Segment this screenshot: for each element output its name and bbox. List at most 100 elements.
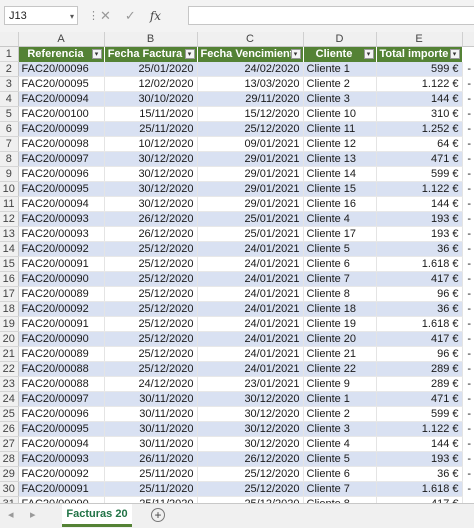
row-number[interactable]: 30 (0, 481, 19, 497)
cell-referencia[interactable]: FAC20/00092 (18, 241, 105, 257)
cell-referencia[interactable]: FAC20/00088 (18, 361, 105, 377)
cell-referencia[interactable]: FAC20/00092 (18, 466, 105, 482)
cell-referencia[interactable]: FAC20/00094 (18, 91, 105, 107)
cell-referencia[interactable]: FAC20/00098 (18, 136, 105, 152)
column-header[interactable]: C (197, 32, 304, 47)
cell-total-importe[interactable]: 599 € (376, 61, 463, 77)
cell-fecha-vencimiento[interactable]: 24/01/2021 (197, 331, 304, 347)
cell-fecha-vencimiento[interactable]: 30/12/2020 (197, 436, 304, 452)
row-number[interactable]: 11 (0, 196, 19, 212)
cell-fecha-vencimiento[interactable]: 30/12/2020 (197, 391, 304, 407)
row-number[interactable]: 13 (0, 226, 19, 242)
row-number[interactable]: 5 (0, 106, 19, 122)
cell-referencia[interactable]: FAC20/00093 (18, 211, 105, 227)
cell-cliente[interactable]: Cliente 13 (303, 151, 377, 167)
cell-fecha-vencimiento[interactable]: 29/01/2021 (197, 181, 304, 197)
cell-fecha-vencimiento[interactable]: 25/01/2021 (197, 226, 304, 242)
cell-referencia[interactable]: FAC20/00092 (18, 301, 105, 317)
row-number[interactable]: 8 (0, 151, 19, 167)
cell-total-importe[interactable]: 144 € (376, 196, 463, 212)
cell-fecha-factura[interactable]: 12/02/2020 (104, 76, 198, 92)
insert-function-icon[interactable]: fx (149, 9, 162, 23)
cell-cliente[interactable]: Cliente 20 (303, 331, 377, 347)
cell-fecha-vencimiento[interactable]: 25/01/2021 (197, 211, 304, 227)
cell-overflow[interactable]: - (467, 378, 472, 390)
row-number[interactable]: 14 (0, 241, 19, 257)
cell-cliente[interactable]: Cliente 8 (303, 496, 377, 503)
cell-fecha-vencimiento[interactable]: 30/12/2020 (197, 406, 304, 422)
filter-dropdown-icon[interactable]: ▾ (449, 49, 460, 59)
cell-cliente[interactable]: Cliente 7 (303, 481, 377, 497)
cell-fecha-vencimiento[interactable]: 29/01/2021 (197, 166, 304, 182)
cell-total-importe[interactable]: 289 € (376, 361, 463, 377)
cell-overflow[interactable]: - (467, 243, 472, 255)
cell-referencia[interactable]: FAC20/00097 (18, 391, 105, 407)
row-number[interactable]: 2 (0, 61, 19, 77)
cell-fecha-factura[interactable]: 25/11/2020 (104, 481, 198, 497)
cell-overflow[interactable]: - (467, 183, 472, 195)
cell-fecha-factura[interactable]: 26/11/2020 (104, 451, 198, 467)
cell-overflow[interactable]: - (467, 408, 472, 420)
cell-cliente[interactable]: Cliente 19 (303, 316, 377, 332)
cell-fecha-factura[interactable]: 25/12/2020 (104, 301, 198, 317)
cell-fecha-factura[interactable]: 25/01/2020 (104, 61, 198, 77)
header-cell-total-importe[interactable]: Total importe ▾ (376, 46, 463, 62)
cell-fecha-factura[interactable]: 25/11/2020 (104, 121, 198, 137)
row-number[interactable]: 9 (0, 166, 19, 182)
column-header[interactable]: A (18, 32, 105, 47)
column-header[interactable]: B (104, 32, 198, 47)
cell-referencia[interactable]: FAC20/00093 (18, 451, 105, 467)
cell-fecha-vencimiento[interactable]: 24/01/2021 (197, 256, 304, 272)
cell-fecha-factura[interactable]: 10/12/2020 (104, 136, 198, 152)
cell-fecha-factura[interactable]: 30/10/2020 (104, 91, 198, 107)
cell-total-importe[interactable]: 417 € (376, 496, 463, 503)
cell-overflow[interactable]: - (467, 198, 472, 210)
cell-total-importe[interactable]: 144 € (376, 91, 463, 107)
cell-overflow[interactable]: - (467, 303, 472, 315)
cell-fecha-vencimiento[interactable]: 25/12/2020 (197, 121, 304, 137)
header-cell-fecha-factura[interactable]: Fecha Factura ▾ (104, 46, 198, 62)
cell-fecha-vencimiento[interactable]: 24/01/2021 (197, 241, 304, 257)
row-number[interactable]: 3 (0, 76, 19, 92)
cell-total-importe[interactable]: 193 € (376, 451, 463, 467)
cell-referencia[interactable]: FAC20/00096 (18, 406, 105, 422)
cell-overflow[interactable]: - (467, 453, 472, 465)
cell-overflow[interactable]: - (467, 273, 472, 285)
cell-fecha-vencimiento[interactable]: 25/12/2020 (197, 466, 304, 482)
cell-referencia[interactable]: FAC20/00091 (18, 256, 105, 272)
header-cell-referencia[interactable]: Referencia ▾ (18, 46, 105, 62)
row-number[interactable]: 18 (0, 301, 19, 317)
cell-total-importe[interactable]: 471 € (376, 391, 463, 407)
cell-overflow[interactable]: - (467, 348, 472, 360)
cell-cliente[interactable]: Cliente 3 (303, 91, 377, 107)
cell-referencia[interactable]: FAC20/00089 (18, 286, 105, 302)
cell-fecha-factura[interactable]: 30/11/2020 (104, 436, 198, 452)
cell-total-importe[interactable]: 1.618 € (376, 481, 463, 497)
cell-overflow[interactable]: - (467, 318, 472, 330)
filter-dropdown-icon[interactable]: ▾ (363, 49, 374, 59)
cell-total-importe[interactable]: 64 € (376, 136, 463, 152)
cell-fecha-factura[interactable]: 25/11/2020 (104, 496, 198, 503)
cell-referencia[interactable]: FAC20/00099 (18, 121, 105, 137)
column-header[interactable]: D (303, 32, 377, 47)
cell-total-importe[interactable]: 417 € (376, 271, 463, 287)
row-number[interactable]: 27 (0, 436, 19, 452)
cell-cliente[interactable]: Cliente 3 (303, 421, 377, 437)
row-number[interactable]: 4 (0, 91, 19, 107)
cell-referencia[interactable]: FAC20/00091 (18, 316, 105, 332)
cell-overflow[interactable]: - (467, 483, 472, 495)
cell-cliente[interactable]: Cliente 8 (303, 286, 377, 302)
row-number[interactable]: 25 (0, 406, 19, 422)
cell-total-importe[interactable]: 193 € (376, 211, 463, 227)
cell-overflow[interactable]: - (467, 468, 472, 480)
filter-dropdown-icon[interactable]: ▾ (91, 49, 102, 59)
cell-cliente[interactable]: Cliente 14 (303, 166, 377, 182)
cell-referencia[interactable]: FAC20/00100 (18, 106, 105, 122)
cell-cliente[interactable]: Cliente 5 (303, 451, 377, 467)
scroll-right-icon[interactable]: ▸ (30, 509, 36, 521)
cell-cliente[interactable]: Cliente 6 (303, 256, 377, 272)
cell-fecha-vencimiento[interactable]: 25/12/2020 (197, 481, 304, 497)
cell-total-importe[interactable]: 289 € (376, 376, 463, 392)
cell-fecha-vencimiento[interactable]: 29/01/2021 (197, 151, 304, 167)
cell-referencia[interactable]: FAC20/00091 (18, 481, 105, 497)
